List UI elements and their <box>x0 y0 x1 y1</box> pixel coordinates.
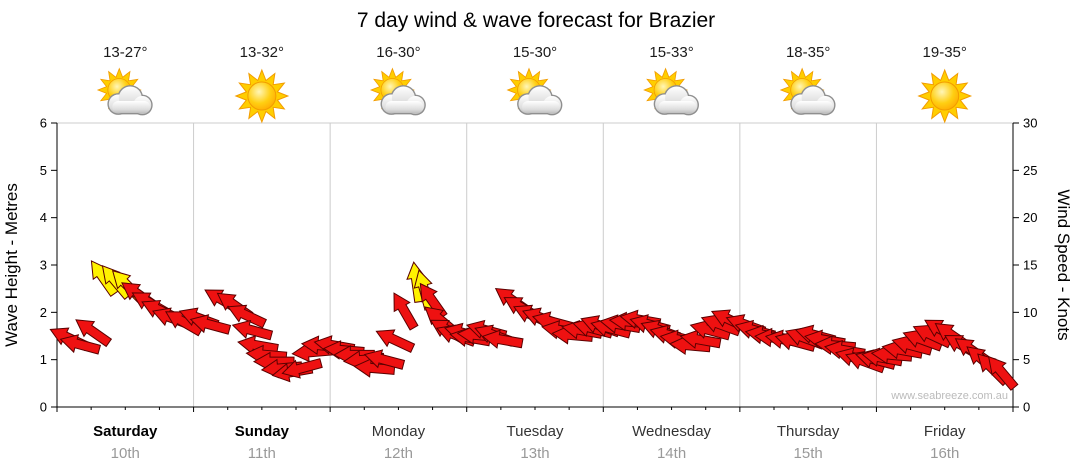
day-name-label: Friday <box>924 423 966 440</box>
temp-range-label: 19-35° <box>923 44 967 61</box>
wind-arrow <box>987 355 1019 391</box>
wind-arrows-layer <box>49 260 1019 391</box>
temp-range-label: 15-33° <box>649 44 693 61</box>
left-axis-title: Wave Height - Metres <box>2 183 21 347</box>
wind-arrow <box>75 319 113 348</box>
day-date-label: 11th <box>248 445 276 462</box>
right-axis-tick-label: 0 <box>1023 400 1030 415</box>
weather-icons-row <box>96 67 973 124</box>
temperature-row: 13-27° 13-32° 16-30° 15-30° 15-33° 18-35° 19-3… <box>103 44 967 61</box>
cloud-icon <box>517 85 563 116</box>
wind-arrow <box>393 292 419 331</box>
day-date-label: 14th <box>657 445 686 462</box>
left-axis-tick-label: 4 <box>40 210 47 225</box>
wind-arrow <box>59 334 101 355</box>
wind-arrow <box>227 304 267 329</box>
weather-icon-sun-cloud <box>96 67 153 116</box>
wind-arrow <box>481 329 524 349</box>
weather-icon-sun-cloud <box>369 67 426 116</box>
left-axis-tick-label: 6 <box>40 116 47 131</box>
weather-icon-sun-cloud <box>779 67 836 116</box>
wind-arrow <box>189 314 232 335</box>
day-name-label: Tuesday <box>507 423 564 440</box>
temp-range-label: 18-35° <box>786 44 830 61</box>
day-name-label: Saturday <box>93 423 158 440</box>
day-name-label: Thursday <box>777 423 840 440</box>
temp-range-label: 16-30° <box>376 44 420 61</box>
wind-arrow <box>231 319 274 341</box>
right-axis-title: Wind Speed - Knots <box>1054 189 1073 340</box>
right-axis-tick-label: 30 <box>1023 116 1037 131</box>
cloud-icon <box>107 85 153 116</box>
wind-arrow <box>363 349 406 370</box>
right-axis-tick-label: 25 <box>1023 163 1037 178</box>
day-name-label: Wednesday <box>632 423 711 440</box>
day-date-label: 16th <box>930 445 959 462</box>
day-date-label: 15th <box>794 445 823 462</box>
left-axis-tick-label: 1 <box>40 352 47 367</box>
sun-icon <box>234 68 290 124</box>
weather-icon-sun <box>234 68 290 124</box>
right-axis-tick-label: 15 <box>1023 258 1037 273</box>
axis-layer: 0 1 2 3 4 5 6 0 5 10 15 20 25 30 <box>40 116 1038 415</box>
day-name-label: Sunday <box>235 423 290 440</box>
cloud-icon <box>790 85 836 116</box>
temp-range-label: 13-32° <box>240 44 284 61</box>
grid-layer <box>57 122 1013 407</box>
wind-arrow <box>679 329 722 349</box>
day-date-label: 13th <box>520 445 549 462</box>
day-name-label: Monday <box>372 423 426 440</box>
cloud-icon <box>380 85 426 116</box>
weather-icon-sun <box>917 68 973 124</box>
cloud-icon <box>653 85 699 116</box>
left-axis-tick-label: 2 <box>40 305 47 320</box>
temp-range-label: 15-30° <box>513 44 557 61</box>
weather-icon-sun-cloud <box>643 67 699 116</box>
day-labels-row: Saturday 10th Sunday 11th Monday 12th Tuesday 1… <box>93 423 966 462</box>
left-axis-tick-label: 0 <box>40 400 47 415</box>
day-date-label: 12th <box>384 445 413 462</box>
sun-icon <box>917 68 973 124</box>
right-axis-tick-label: 20 <box>1023 210 1037 225</box>
left-axis-tick-label: 5 <box>40 163 47 178</box>
left-axis-tick-label: 3 <box>40 258 47 273</box>
day-date-label: 10th <box>111 445 140 462</box>
chart-title: 7 day wind & wave forecast for Brazier <box>357 9 715 32</box>
right-axis-tick-label: 5 <box>1023 352 1030 367</box>
wind-arrow <box>281 358 323 379</box>
right-axis-tick-label: 10 <box>1023 305 1037 320</box>
temp-range-label: 13-27° <box>103 44 147 61</box>
wind-arrow <box>375 329 416 353</box>
watermark: www.seabreeze.com.au <box>890 390 1008 402</box>
weather-icon-sun-cloud <box>506 67 563 116</box>
